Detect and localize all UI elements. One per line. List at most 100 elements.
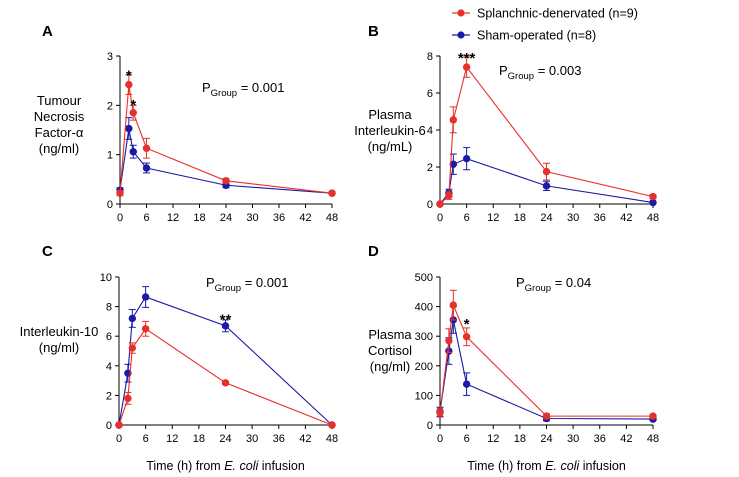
panel-letter: C <box>42 243 53 260</box>
x-tick-label: 0 <box>437 212 443 224</box>
y-axis-label-line: Interleukin-6 <box>354 123 426 138</box>
data-point <box>116 189 124 197</box>
y-tick-label: 2 <box>106 390 112 402</box>
y-axis-label-line: (ng/ml) <box>39 141 79 156</box>
series-line <box>118 328 333 426</box>
data-point <box>462 63 471 71</box>
data-point <box>649 412 657 420</box>
y-tick-label: 4 <box>427 125 433 137</box>
significance-marker: * <box>464 316 470 333</box>
series-splanchnic-denervated <box>116 74 336 197</box>
x-tick-label: 30 <box>246 433 258 445</box>
legend: Splanchnic-denervated (n=9) Sham-operated… <box>452 7 638 43</box>
x-tick-label: 0 <box>117 212 123 224</box>
y-tick-label: 6 <box>106 331 112 343</box>
data-point <box>115 421 123 429</box>
x-axis-label: Time (h) from E. coli infusion <box>467 459 626 473</box>
data-point <box>462 154 471 163</box>
data-point <box>128 314 137 323</box>
p-group-label: PGroup = 0.04 <box>516 275 591 294</box>
y-tick-label: 6 <box>427 88 433 100</box>
data-point <box>141 325 150 333</box>
x-tick-label: 12 <box>487 433 499 445</box>
y-tick-label: 2 <box>107 100 113 112</box>
x-tick-label: 18 <box>193 433 205 445</box>
x-tick-label: 30 <box>246 212 258 224</box>
y-axis-label: Plasma Interleukin-6 (ng/mL) <box>354 107 426 154</box>
series-sham-operated <box>116 117 336 197</box>
x-tick-label: 30 <box>567 212 579 224</box>
p-group-label: PGroup = 0.003 <box>499 63 581 82</box>
significance-marker: *** <box>458 50 476 67</box>
x-tick-label: 12 <box>487 212 499 224</box>
y-axis-label-line: (ng/ml) <box>370 359 410 374</box>
y-tick-label: 0 <box>427 199 433 211</box>
y-axis-label: Plasma Cortisol (ng/ml) <box>368 327 412 374</box>
x-tick-label: 36 <box>273 433 285 445</box>
panel-letter: D <box>368 243 379 260</box>
data-point <box>445 336 453 345</box>
data-point <box>445 191 453 200</box>
y-axis-label-line: Interleukin-10 <box>20 324 99 339</box>
x-tick-label: 36 <box>594 212 606 224</box>
x-tick-label: 18 <box>514 433 526 445</box>
x-tick-label: 30 <box>567 433 579 445</box>
panel-letter: B <box>368 23 379 40</box>
significance-marker: * <box>130 97 136 114</box>
x-tick-label: 36 <box>594 433 606 445</box>
x-tick-label: 24 <box>540 433 552 445</box>
y-tick-label: 1 <box>107 150 113 162</box>
y-axis-label-line: (ng/ml) <box>39 340 79 355</box>
data-point <box>142 164 151 172</box>
data-point <box>142 144 151 152</box>
x-tick-label: 18 <box>193 212 205 224</box>
y-axis-label-line: (ng/mL) <box>368 139 413 154</box>
data-point <box>649 198 657 207</box>
y-tick-label: 8 <box>106 302 112 314</box>
data-point <box>542 167 551 176</box>
data-point <box>125 80 133 89</box>
x-tick-label: 42 <box>299 433 311 445</box>
y-axis-label: Interleukin-10 (ng/ml) <box>20 324 99 355</box>
x-tick-label: 42 <box>299 212 311 224</box>
y-tick-label: 10 <box>100 272 112 284</box>
x-tick-label: 12 <box>166 433 178 445</box>
y-axis-label: Tumour Necrosis Factor-α (ng/ml) <box>34 93 85 156</box>
data-point <box>462 380 471 388</box>
significance-marker: ** <box>220 311 232 328</box>
legend-marker <box>457 9 465 17</box>
x-tick-label: 6 <box>464 433 470 445</box>
data-point <box>222 177 230 185</box>
p-group-label: PGroup = 0.001 <box>206 275 288 294</box>
y-tick-label: 4 <box>106 361 112 373</box>
legend-label: Splanchnic-denervated (n=9) <box>477 7 638 21</box>
y-tick-label: 0 <box>106 420 112 432</box>
x-tick-label: 36 <box>273 212 285 224</box>
y-axis-label-line: Plasma <box>368 107 412 122</box>
series-splanchnic-denervated <box>115 320 336 429</box>
y-tick-label: 100 <box>415 390 433 402</box>
data-point <box>449 116 458 124</box>
data-point <box>449 160 458 168</box>
x-tick-label: 0 <box>116 433 122 445</box>
x-tick-label: 24 <box>219 433 231 445</box>
y-tick-label: 2 <box>427 162 433 174</box>
legend-item: Sham-operated (n=8) <box>452 29 596 43</box>
legend-marker <box>457 31 465 39</box>
y-axis-label-line: Cortisol <box>368 343 412 358</box>
x-tick-label: 24 <box>220 212 232 224</box>
legend-item: Splanchnic-denervated (n=9) <box>452 7 638 21</box>
y-tick-label: 500 <box>415 272 433 284</box>
data-point <box>141 293 150 301</box>
x-tick-label: 48 <box>326 212 338 224</box>
data-point <box>129 109 137 117</box>
series-sham-operated <box>115 286 336 429</box>
data-point <box>436 200 444 208</box>
p-group-label: PGroup = 0.001 <box>202 80 284 99</box>
y-axis-label-line: Tumour <box>37 93 82 108</box>
